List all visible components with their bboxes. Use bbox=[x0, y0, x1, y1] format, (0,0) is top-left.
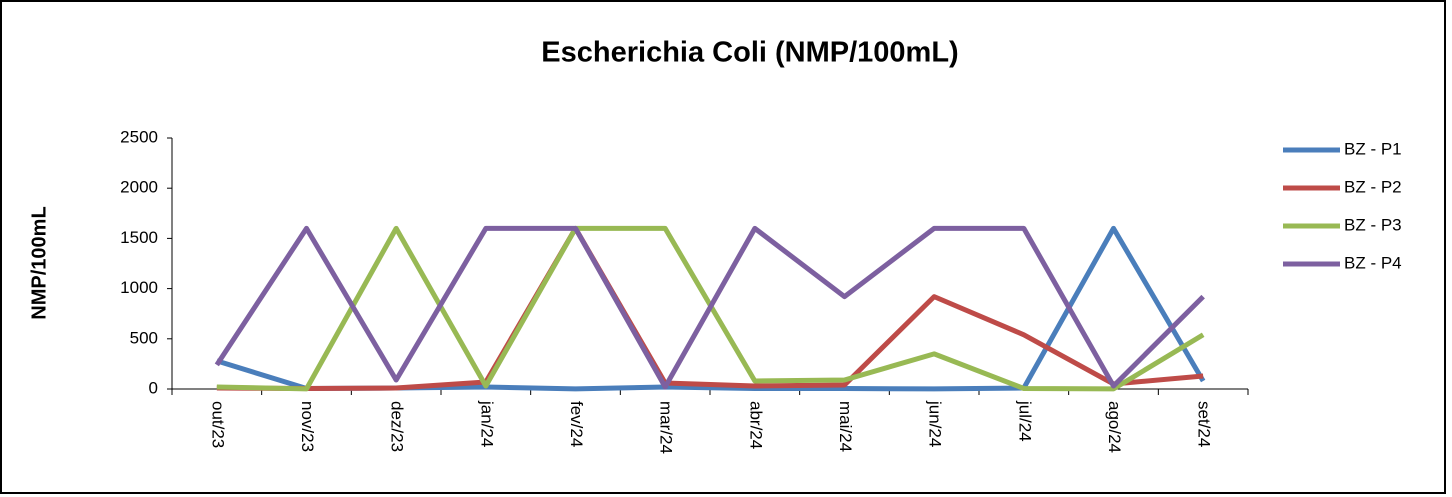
x-tick-label: fev/24 bbox=[567, 401, 586, 447]
y-tick-label: 0 bbox=[149, 378, 158, 397]
x-tick-label: jun/24 bbox=[926, 400, 945, 447]
x-tick-label: dez/23 bbox=[388, 401, 407, 452]
legend-label: BZ - P3 bbox=[1344, 215, 1402, 234]
y-axis-title: NMP/100mL bbox=[28, 206, 50, 319]
x-tick-label: out/23 bbox=[208, 401, 227, 448]
y-tick-label: 500 bbox=[130, 328, 158, 347]
x-tick-label: set/24 bbox=[1195, 401, 1214, 447]
y-tick-label: 1500 bbox=[120, 228, 158, 247]
x-tick-label: ago/24 bbox=[1105, 401, 1124, 453]
y-tick-label: 2500 bbox=[120, 127, 158, 146]
x-tick-label: mai/24 bbox=[836, 401, 855, 452]
x-tick-label: nov/23 bbox=[298, 401, 317, 452]
series-line bbox=[214, 225, 1205, 390]
x-tick-label: jan/24 bbox=[477, 400, 496, 447]
x-tick-label: jul/24 bbox=[1015, 400, 1034, 442]
series-line bbox=[216, 225, 1204, 391]
legend-label: BZ - P1 bbox=[1344, 139, 1402, 158]
y-tick-label: 1000 bbox=[120, 278, 158, 297]
legend-label: BZ - P4 bbox=[1344, 253, 1402, 272]
chart-title: Escherichia Coli (NMP/100mL) bbox=[541, 37, 958, 69]
y-tick-label: 2000 bbox=[120, 178, 158, 197]
x-tick-label: mar/24 bbox=[657, 401, 676, 454]
legend-label: BZ - P2 bbox=[1344, 177, 1402, 196]
x-tick-label: abr/24 bbox=[746, 401, 765, 449]
